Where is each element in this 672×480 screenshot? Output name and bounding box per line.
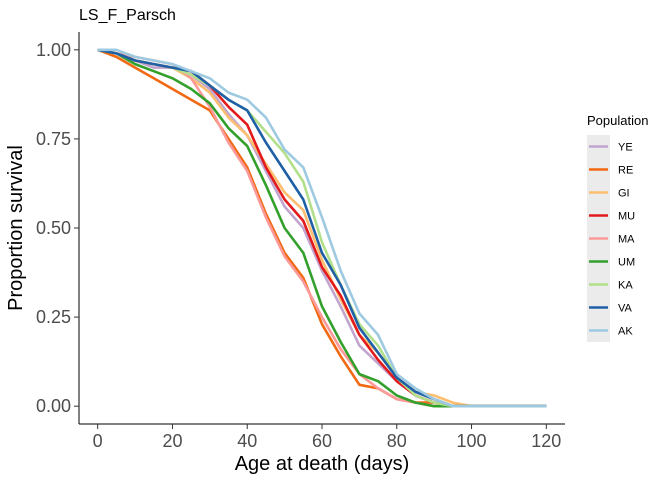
- y-axis-ticks: 0.00 0.25 0.50 0.75 1.00: [36, 40, 79, 416]
- y-tick-label: 0.50: [36, 218, 71, 238]
- y-axis-title: Proportion survival: [5, 145, 27, 311]
- legend-label-gi: GI: [618, 188, 630, 200]
- series-line-ye: [97, 48, 547, 408]
- legend-label-mu: MU: [618, 211, 635, 223]
- legend: Population YE RE GI MU MA UM KA VA AK: [587, 113, 648, 342]
- legend-label-ka: KA: [618, 280, 633, 292]
- y-tick-label: 0.75: [36, 129, 71, 149]
- legend-title: Population: [587, 113, 648, 128]
- y-tick-label: 1.00: [36, 40, 71, 60]
- legend-label-ye: YE: [618, 142, 633, 154]
- series-line-um: [97, 48, 547, 408]
- y-tick-label: 0.25: [36, 307, 71, 327]
- series-line-ma: [97, 48, 547, 408]
- x-tick-label: 80: [387, 431, 407, 451]
- legend-items: YE RE GI MU MA UM KA VA AK: [587, 135, 635, 342]
- x-tick-label: 40: [237, 431, 257, 451]
- series-line-re: [97, 48, 547, 408]
- x-tick-label: 100: [457, 431, 487, 451]
- x-tick-label: 0: [93, 431, 103, 451]
- x-tick-label: 20: [162, 431, 182, 451]
- legend-label-ma: MA: [618, 234, 635, 246]
- series-line-ak: [97, 48, 547, 408]
- chart-title: LS_F_Parsch: [79, 7, 176, 24]
- y-tick-label: 0.00: [36, 396, 71, 416]
- x-tick-label: 60: [312, 431, 332, 451]
- series-line-ka: [97, 48, 547, 408]
- x-tick-label: 120: [531, 431, 561, 451]
- series-line-va: [97, 48, 547, 408]
- x-axis-ticks: 0 20 40 60 80 100 120: [93, 424, 561, 451]
- series-line-gi: [97, 48, 547, 408]
- series-line-mu: [97, 48, 547, 408]
- legend-label-va: VA: [618, 303, 633, 315]
- legend-label-re: RE: [618, 165, 633, 177]
- x-axis-title: Age at death (days): [235, 453, 410, 475]
- legend-label-ak: AK: [618, 326, 633, 338]
- plot-lines: [97, 48, 547, 408]
- legend-label-um: UM: [618, 257, 635, 269]
